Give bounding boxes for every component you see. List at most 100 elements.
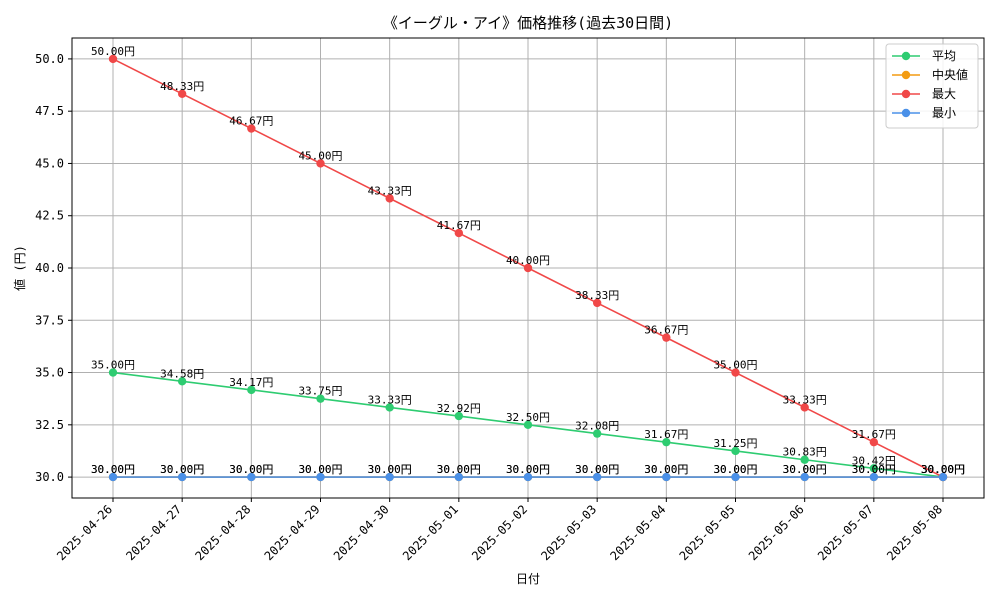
data-labels: 35.00円 34.58円 34.17円 33.75円 33.33円 32.92円 32.5… [91,45,965,476]
legend-box [885,43,979,129]
data-label: 32.92円 [437,402,481,415]
data-label: 30.00円 [644,463,688,476]
data-point [454,228,464,238]
legend-swatch-marker [901,89,911,99]
data-point [938,472,948,482]
data-label: 30.00円 [921,463,965,476]
data-label: 30.00円 [229,463,273,476]
data-label: 30.00円 [713,463,757,476]
data-label: 38.33円 [575,289,619,302]
data-label: 30.00円 [644,463,688,476]
data-point [800,455,809,464]
data-label: 45.00円 [298,149,342,162]
data-point [523,420,533,430]
y-axis-label: 値 (円) [12,245,27,291]
data-label: 30.00円 [368,463,412,476]
data-label: 48.33円 [160,80,204,93]
data-label: 31.25円 [713,437,757,450]
legend-label: 中央値 [932,67,968,82]
data-label: 30.00円 [91,463,135,476]
x-axis-label: 日付 [516,572,540,586]
data-label: 30.00円 [229,463,273,476]
data-point [385,403,394,412]
data-point [731,368,740,377]
y-tick-label: 47.5 [35,104,64,118]
data-point [385,194,394,203]
data-point [247,472,256,482]
data-label: 30.00円 [91,463,135,476]
data-label: 30.00円 [437,463,481,476]
legend-swatch-marker [901,51,911,61]
data-point [800,472,809,482]
data-point [731,446,740,456]
data-label: 40.00円 [506,254,550,267]
y-tick-label: 32.5 [35,418,64,432]
data-label: 30.00円 [298,463,342,476]
data-label: 50.00円 [91,45,135,58]
data-point [592,429,602,438]
data-label: 35.00円 [91,359,135,372]
data-point [454,411,464,421]
data-point [316,159,325,168]
data-label: 36.67円 [644,324,688,337]
data-label: 30.00円 [506,463,550,476]
data-point [177,89,187,99]
data-point [247,385,256,395]
data-label: 30.00円 [921,463,965,476]
y-tick-label: 50.0 [35,52,64,66]
data-label: 30.00円 [921,463,965,476]
data-point [108,368,118,377]
legend-swatch-marker [901,70,911,80]
data-point [316,394,325,403]
data-label: 33.75円 [298,385,342,398]
data-label: 30.00円 [506,463,550,476]
data-label: 30.83円 [783,446,827,459]
data-label: 30.00円 [713,463,757,476]
y-tick-label: 40.0 [35,261,64,275]
y-tick-label: 30.0 [35,470,64,484]
data-label: 30.00円 [437,463,481,476]
data-point [662,472,671,482]
data-label: 30.00円 [368,463,412,476]
data-point [316,472,325,482]
data-point [523,263,533,273]
data-label: 30.00円 [783,463,827,476]
data-label: 30.00円 [160,463,204,476]
data-label: 35.00円 [713,359,757,372]
data-label: 30.00円 [852,463,896,476]
data-point [800,403,809,412]
data-point [869,472,879,482]
data-point [177,377,187,386]
data-label: 46.67円 [229,115,273,128]
data-label: 34.58円 [160,367,204,380]
data-point [108,472,118,482]
data-label: 30.00円 [160,463,204,476]
data-label: 31.67円 [852,428,896,441]
data-label: 34.17円 [229,376,273,389]
data-label: 30.00円 [298,463,342,476]
legend-label: 最小 [932,106,956,120]
data-label: 32.08円 [575,420,619,433]
data-point [869,464,879,473]
data-label: 32.50円 [506,411,550,424]
data-point [662,333,671,342]
data-label: 30.42円 [852,454,896,467]
data-label: 33.33円 [368,393,412,406]
data-label: 41.67円 [437,219,481,232]
data-point [592,298,602,308]
data-label: 30.00円 [921,463,965,476]
data-point [869,437,879,447]
legend-label: 平均 [932,49,956,63]
grid [72,38,984,498]
chart-title: 《イーグル・アイ》価格推移(過去30日間) [383,14,673,32]
series-layer [108,54,948,482]
data-point [385,472,394,482]
data-point [454,472,464,482]
y-tick-label: 45.0 [35,156,64,170]
data-point [592,472,602,482]
data-label: 30.00円 [575,463,619,476]
data-label: 33.33円 [783,393,827,406]
